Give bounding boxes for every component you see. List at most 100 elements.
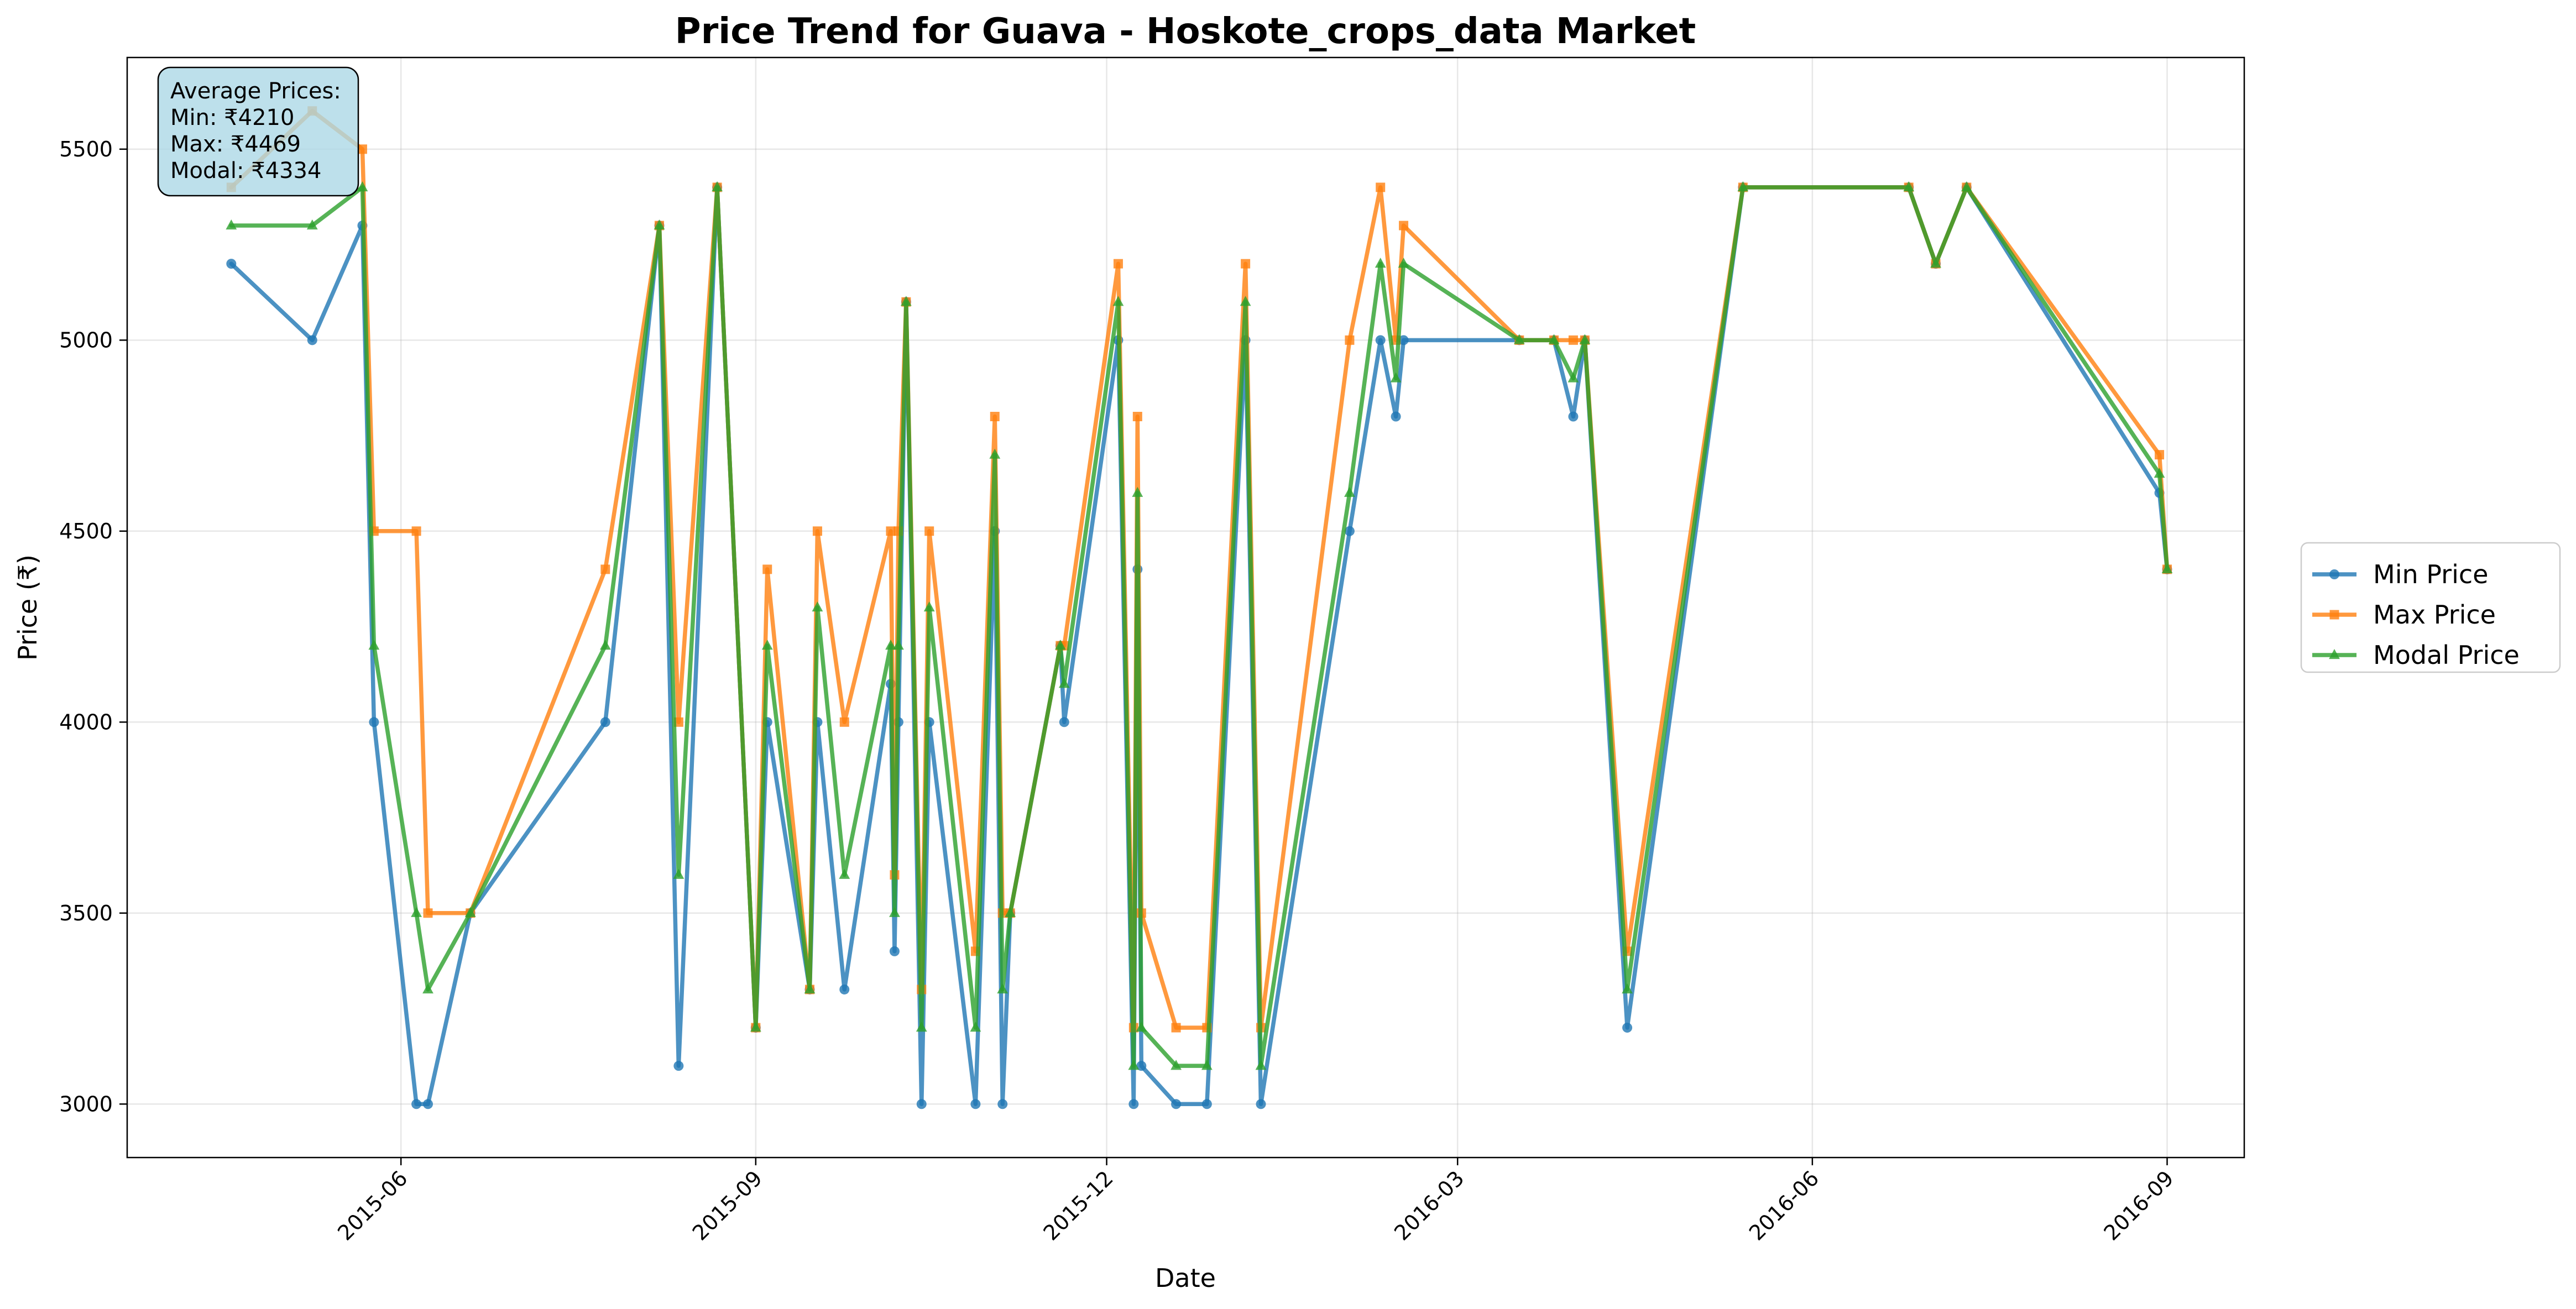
- max-price-point: [1241, 259, 1251, 269]
- min-price-point: [673, 1061, 684, 1071]
- modal-price-point: [1622, 983, 1633, 994]
- max-price-point: [924, 526, 934, 536]
- series-layer: [226, 106, 2173, 1109]
- chart-title: Price Trend for Guava - Hoskote_crops_da…: [675, 11, 1696, 52]
- legend: Min Price Max Price Modal Price: [2300, 542, 2561, 673]
- modal-price-point: [970, 1022, 981, 1032]
- modal-price-point: [1737, 181, 1749, 192]
- y-tick-label: 4500: [59, 519, 113, 543]
- max-price-point: [600, 564, 610, 574]
- legend-marker: [2329, 569, 2339, 579]
- min-price-point: [916, 1099, 927, 1109]
- min-price-point: [1375, 335, 1386, 345]
- modal-price-point: [654, 219, 665, 230]
- modal-price-point: [1255, 1060, 1267, 1070]
- modal-price-point: [812, 601, 823, 612]
- modal-price-point: [1344, 486, 1355, 497]
- min-price-point: [1136, 1061, 1147, 1071]
- min-price-point: [1568, 411, 1579, 422]
- modal-price-point: [411, 907, 422, 917]
- modal-price-point: [1398, 258, 1409, 268]
- min-price-point: [1256, 1099, 1266, 1109]
- annotation-box: [157, 66, 359, 197]
- modal-price-point: [1112, 296, 1124, 306]
- max-price-point: [357, 144, 367, 154]
- modal-price-point: [226, 219, 237, 230]
- modal-price-point: [923, 601, 935, 612]
- y-tick-label: 4000: [59, 710, 113, 734]
- legend-label: Min Price: [2373, 559, 2488, 589]
- y-tick-label: 5000: [59, 328, 113, 352]
- modal-price-point: [804, 983, 816, 994]
- modal-price-point: [1171, 1060, 1182, 1070]
- max-price-point: [673, 717, 683, 727]
- max-price-point: [1171, 1023, 1181, 1033]
- max-price-point: [990, 412, 1000, 422]
- modal-price-point: [1579, 334, 1591, 344]
- max-price-point: [1399, 221, 1409, 231]
- average-prices-annotation: Average Prices: Min: ₹4210 Max: ₹4469 Mo…: [157, 66, 359, 197]
- modal-price-point: [885, 640, 896, 650]
- modal-price-point: [997, 983, 1009, 994]
- plot-frame: [126, 56, 2245, 1159]
- modal-price-point: [900, 296, 912, 306]
- modal-price-point: [1058, 678, 1070, 688]
- modal-price-point: [1132, 486, 1143, 497]
- modal-price-point: [889, 907, 900, 917]
- modal-price-point: [712, 181, 723, 192]
- y-tick-label: 5500: [59, 137, 113, 161]
- modal-price-point: [761, 640, 773, 650]
- legend-label: Max Price: [2373, 600, 2496, 630]
- annotation-min: Min: ₹4210: [170, 105, 294, 130]
- modal-price-point: [599, 640, 611, 650]
- modal-price-point: [1390, 372, 1402, 383]
- modal-price-point: [1054, 640, 1066, 650]
- max-price-point: [411, 526, 421, 536]
- legend-marker: [2329, 649, 2340, 659]
- min-price-point: [226, 259, 237, 269]
- annotation-modal: Modal: ₹4334: [170, 158, 321, 184]
- modal-price-point: [1567, 372, 1579, 383]
- modal-price-point: [1961, 181, 1972, 192]
- modal-price-point: [1375, 258, 1386, 268]
- legend-marker: [2329, 610, 2339, 620]
- x-axis-label: Date: [1155, 1263, 1216, 1293]
- annotation-max: Max: ₹4469: [170, 132, 301, 157]
- modal-price-point: [357, 181, 368, 192]
- max-price-point: [423, 908, 433, 918]
- legend-item-max-price: Max Price: [2312, 600, 2496, 630]
- annotation-heading: Average Prices:: [170, 78, 341, 104]
- min-price-point: [1128, 1099, 1139, 1109]
- legend-frame: [2300, 542, 2561, 673]
- modal-price-point: [750, 1022, 761, 1032]
- modal-price-point: [916, 1022, 927, 1032]
- min-price-point: [423, 1099, 433, 1109]
- y-tick-label: 3000: [59, 1092, 113, 1116]
- min-price-point: [307, 335, 317, 345]
- modal-price-series: [226, 181, 2173, 1070]
- modal-price-point: [673, 868, 685, 879]
- modal-price-point: [464, 907, 476, 917]
- max-price-point: [1345, 335, 1355, 345]
- legend-item-modal-price: Modal Price: [2312, 640, 2520, 670]
- modal-price-point: [306, 219, 318, 230]
- modal-price-point: [368, 640, 380, 650]
- legend-label: Modal Price: [2373, 640, 2520, 670]
- modal-price-point: [839, 868, 850, 879]
- y-tick-label: 3500: [59, 901, 113, 925]
- min-price-point: [600, 717, 610, 727]
- max-price-point: [886, 526, 896, 536]
- min-price-point: [1398, 335, 1409, 345]
- max-price-point: [762, 564, 772, 574]
- modal-price-point: [1903, 181, 1915, 192]
- min-price-point: [997, 1099, 1008, 1109]
- modal-price-point: [1136, 1022, 1147, 1032]
- min-price-point: [1622, 1023, 1633, 1033]
- modal-price-point: [422, 983, 433, 994]
- modal-price-point: [2161, 563, 2173, 574]
- min-price-point: [1344, 526, 1355, 536]
- min-price-point: [1059, 717, 1069, 727]
- modal-price-point: [892, 640, 904, 650]
